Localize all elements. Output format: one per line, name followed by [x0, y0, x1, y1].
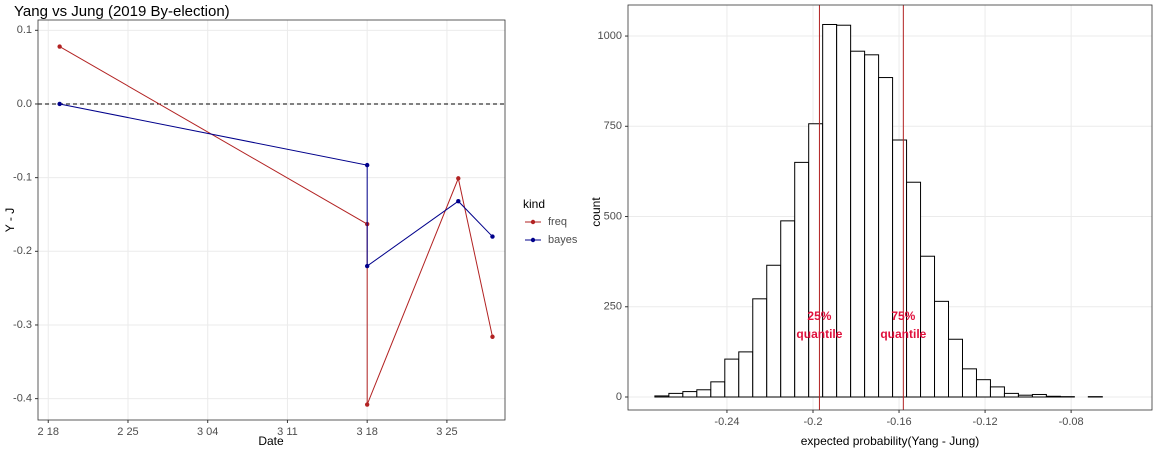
x-tick-label: 2 25 — [117, 426, 138, 438]
bar — [961, 368, 977, 398]
bar — [780, 220, 796, 398]
bar — [654, 395, 670, 398]
bar — [794, 161, 810, 398]
annotation: 25% — [807, 309, 831, 323]
y-tick-label: 0.0 — [17, 98, 32, 110]
bar — [738, 351, 754, 398]
y-tick-label: 750 — [604, 120, 622, 132]
legend-label: bayes — [548, 234, 578, 246]
x-tick-label: -0.24 — [714, 416, 739, 428]
x-tick-label: 3 04 — [197, 426, 218, 438]
bar — [989, 386, 1005, 398]
data-point — [364, 263, 370, 269]
bar — [836, 24, 852, 398]
y-tick-label: -0.1 — [13, 172, 32, 184]
bar — [682, 391, 698, 398]
y-tick-label: -0.3 — [13, 319, 32, 331]
bar — [850, 50, 866, 398]
data-point — [57, 101, 62, 107]
bar — [934, 300, 950, 398]
bar — [864, 54, 880, 398]
data-point — [456, 176, 461, 181]
bar — [724, 358, 740, 398]
bar — [710, 381, 726, 398]
x-tick-label: 3 25 — [436, 426, 457, 438]
legend-dot — [530, 237, 536, 243]
y-tick-label: -0.4 — [13, 393, 32, 405]
data-point — [364, 162, 370, 168]
bar — [766, 264, 782, 398]
x-tick-label: 3 11 — [277, 426, 298, 438]
y-tick-label: 0 — [616, 391, 622, 403]
data-point — [456, 199, 461, 204]
bar — [906, 181, 922, 398]
y-axis-label: count — [589, 197, 603, 227]
x-tick-label: -0.16 — [886, 416, 911, 428]
data-point — [364, 402, 370, 407]
x-tick-label: 3 18 — [356, 426, 377, 438]
plot-border — [627, 4, 1153, 411]
legend-dot — [530, 219, 536, 225]
x-tick-label: -0.12 — [973, 416, 998, 428]
bar — [752, 298, 768, 398]
legend-title: kind — [523, 197, 545, 211]
bar — [948, 338, 963, 398]
y-tick-label: 500 — [604, 210, 622, 222]
bar — [808, 123, 824, 398]
bar — [878, 77, 894, 398]
y-tick-label: 250 — [604, 301, 622, 313]
x-axis-label: Date — [258, 434, 284, 448]
annotation: quantile — [796, 327, 842, 341]
y-axis-label: Y - J — [3, 208, 17, 232]
bar — [696, 389, 712, 398]
y-tick-label: 0.1 — [17, 24, 32, 36]
annotation: quantile — [880, 327, 926, 341]
bar — [668, 392, 684, 398]
x-axis-label: expected probability(Yang - Jung) — [801, 434, 980, 448]
legend-label: freq — [548, 216, 567, 228]
annotation: 75% — [891, 309, 915, 323]
data-point — [490, 334, 495, 339]
x-tick-label: -0.2 — [804, 416, 823, 428]
y-tick-label: 1000 — [598, 30, 622, 42]
bar — [1031, 393, 1047, 398]
bar — [892, 139, 908, 398]
chart-title: Yang vs Jung (2019 By-election) — [14, 3, 230, 20]
bar — [1045, 395, 1061, 398]
data-point — [57, 44, 62, 49]
data-point — [490, 234, 495, 239]
bar — [975, 379, 991, 398]
y-tick-label: -0.2 — [13, 245, 32, 257]
plot-border — [37, 19, 506, 421]
x-tick-label: 2 18 — [38, 426, 59, 438]
bar — [1003, 392, 1019, 398]
plot-panel — [38, 20, 505, 420]
bar — [1017, 394, 1033, 398]
x-tick-label: -0.08 — [1059, 416, 1084, 428]
